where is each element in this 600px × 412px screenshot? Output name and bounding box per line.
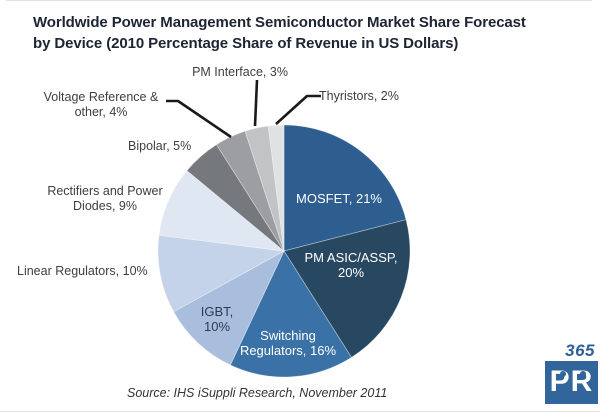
label-voltage-reference: Voltage Reference & other, 4% [35,90,167,121]
label-rectifiers-line1: Rectifiers and Power [47,184,163,198]
source-note: Source: IHS iSuppli Research, November 2… [127,386,388,400]
leader-line-voltage-reference [166,99,232,139]
label-bipolar: Bipolar, 5% [128,139,192,153]
logo-365pr: 365 PR [545,342,598,404]
leader-line-thyristors [275,94,321,125]
label-pm-asic: PM ASIC/ASSP, 20% [295,250,407,281]
chart-title-line2: by Device (2010 Percentage Share of Reve… [33,35,459,52]
pie-slice-rectifiers-and-power-diodes [158,170,286,252]
label-mosfet: MOSFET, 21% [296,191,382,206]
label-switching: Switching Regulators, 16% [228,328,348,359]
label-igbt: IGBT, 10% [181,304,253,335]
leader-line-pm-interface [253,79,259,127]
label-pm-interface: PM Interface, 3% [192,65,288,79]
label-pm-asic-line1: PM ASIC/ASSP, [304,250,398,265]
label-switching-line2: Regulators, 16% [239,342,337,358]
pie-slice-thyristors [267,124,285,252]
label-voltage-reference-line1: Voltage Reference & [43,90,159,104]
logo-pr-box: PR [545,360,598,404]
label-voltage-reference-line2: other, 4% [74,105,128,120]
label-rectifiers-line2: Diodes, 9% [73,199,137,214]
label-pm-asic-line2: 20% [337,264,365,280]
leader-lines [166,79,321,139]
pie-slice-pm-asic-assp [283,219,411,358]
pie-slice-bipolar [186,144,285,252]
pie-slice-linear-regulators [157,234,286,313]
chart-title-line1: Worldwide Power Management Semiconductor… [33,14,526,31]
logo-dot-icon [580,370,586,377]
logo-365-text: 365 [565,341,595,360]
pie-slice-pm-interface [244,125,285,252]
label-igbt-line1: IGBT, [200,304,234,319]
logo-dot-icon [560,370,566,377]
label-rectifiers: Rectifiers and Power Diodes, 9% [35,184,175,215]
label-igbt-line2: 10% [203,318,231,334]
pie-slice-igbt [173,250,285,366]
label-linear-regulators: Linear Regulators, 10% [17,264,148,278]
pie-slice-switching-regulators [229,250,352,378]
logo-pr-text: PR [549,365,594,399]
pie-slices [157,124,411,378]
top-border-line [6,0,592,1]
chart-title: Worldwide Power Management Semiconductor… [33,12,585,54]
label-switching-line1: Switching [260,328,316,343]
label-thyristors: Thyristors, 2% [319,89,399,103]
pie-slice-mosfet [283,124,407,252]
